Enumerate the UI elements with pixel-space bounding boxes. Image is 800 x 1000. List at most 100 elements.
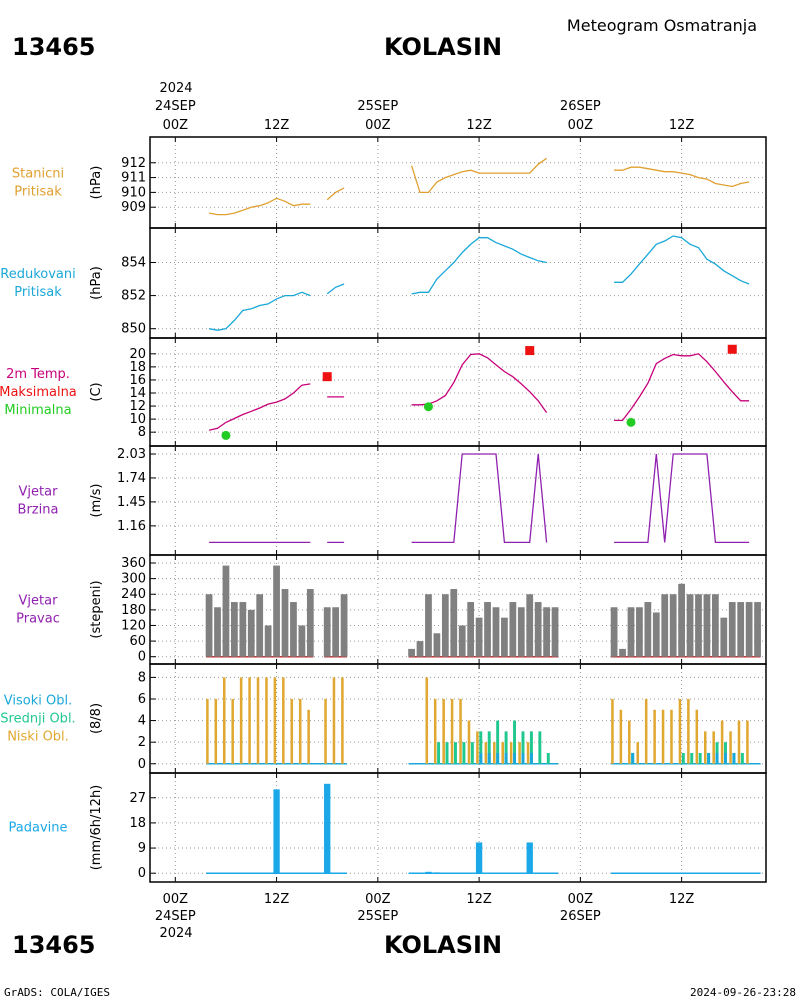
data-bar <box>690 752 694 764</box>
station-name-top: KOLASIN <box>384 33 502 61</box>
top-time-axis: 2024 00Z 24SEP 12Z 00Z 25SEP 12Z 00Z 26SEP 12Z <box>155 81 695 133</box>
data-bar <box>627 607 635 657</box>
data-bar <box>433 633 441 657</box>
data-bar <box>324 783 331 874</box>
panel-label: Padavine <box>9 821 68 836</box>
y-axis-unit-label: (mm/6h/12h) <box>89 785 104 871</box>
max-temp-marker <box>322 372 332 382</box>
y-tick-label: 6 <box>138 692 146 707</box>
data-bar <box>724 752 727 764</box>
data-bar <box>504 752 508 764</box>
panel-label: 2m Temp. <box>6 367 70 382</box>
data-bar <box>281 589 289 657</box>
y-tick-label: 180 <box>121 603 146 618</box>
data-bar <box>628 720 631 764</box>
panel-label: Vjetar <box>19 594 59 609</box>
y-tick-label: 60 <box>129 634 146 649</box>
data-bar <box>323 607 331 657</box>
data-bar <box>631 752 635 764</box>
data-bar <box>698 752 702 764</box>
y-tick-label: 8 <box>138 670 146 685</box>
footer-timestamp: 2024-09-26-23:28 <box>690 986 796 999</box>
data-bar <box>433 872 441 874</box>
panel-label: Brzina <box>18 503 59 518</box>
y-tick-label: 9 <box>138 841 146 856</box>
y-tick-label: 0 <box>138 650 146 665</box>
data-bar <box>526 842 533 874</box>
data-bar <box>239 602 247 657</box>
data-bar <box>534 602 542 657</box>
data-bar <box>509 742 513 764</box>
top-time-tick-label: 12Z <box>264 118 290 133</box>
data-bar <box>214 607 221 657</box>
data-bar <box>529 731 533 764</box>
data-bar <box>619 709 623 764</box>
data-bar <box>636 742 640 764</box>
data-bar <box>450 698 454 764</box>
data-bar <box>546 752 550 764</box>
data-bar <box>307 709 310 764</box>
data-bar <box>521 752 525 764</box>
top-date-label: 24SEP <box>155 99 196 114</box>
station-id-top: 13465 <box>12 33 96 61</box>
data-bar <box>501 742 504 764</box>
data-bar <box>332 607 340 657</box>
min-temp-marker <box>626 417 636 427</box>
data-bar <box>496 752 500 764</box>
data-bar <box>496 720 500 764</box>
series-line <box>614 453 750 544</box>
y-axis-unit-label: (stepeni) <box>89 580 104 638</box>
data-bar <box>282 677 285 764</box>
top-time-tick-label: 00Z <box>163 118 189 133</box>
data-bar <box>669 594 677 657</box>
data-bar <box>737 720 741 764</box>
y-tick-label: 1.45 <box>117 495 146 510</box>
data-bar <box>538 731 542 764</box>
y-tick-label: 911 <box>121 171 146 186</box>
data-bar <box>256 594 264 657</box>
data-bar <box>290 698 294 764</box>
data-bar <box>408 648 415 657</box>
data-bar <box>205 594 213 657</box>
data-bar <box>206 698 209 764</box>
data-bar <box>526 594 534 657</box>
panel-label: Pravac <box>16 612 60 627</box>
bottom-year-label: 2024 <box>159 926 192 941</box>
data-bar <box>324 698 327 764</box>
data-bar <box>298 625 306 657</box>
data-bar <box>487 731 491 764</box>
data-bar <box>720 720 724 764</box>
data-bar <box>493 742 496 764</box>
bottom-date-label: 24SEP <box>155 909 196 924</box>
y-tick-label: 854 <box>121 255 146 270</box>
data-bar <box>475 617 483 657</box>
data-bar <box>611 698 614 764</box>
data-bar <box>711 594 719 657</box>
panel-label: Srednji Obl. <box>0 712 75 727</box>
min-temp-marker <box>221 430 231 440</box>
series-line <box>208 291 311 331</box>
data-bar <box>729 731 732 764</box>
data-bar <box>695 594 702 657</box>
data-bar <box>273 789 280 874</box>
y-axis-unit-label: (8/8) <box>89 703 104 734</box>
top-time-tick-label: 12Z <box>669 118 695 133</box>
data-bar <box>239 677 243 764</box>
panel-label: Vjetar <box>19 485 59 500</box>
bottom-time-tick-label: 12Z <box>669 892 695 907</box>
panel-frame <box>149 227 767 339</box>
data-bar <box>686 594 694 657</box>
data-bar <box>445 742 449 764</box>
meteogram-subtitle: Meteogram Osmatranja <box>567 16 757 35</box>
panel-label: Redukovani <box>0 267 75 282</box>
data-bar <box>687 698 690 764</box>
data-bar <box>492 607 500 657</box>
panel-clouds: 0 2 4 6 8 (8/8) Visoki Obl. Srednji Obl. Niski O… <box>0 663 767 774</box>
max-temp-marker <box>727 344 737 354</box>
y-axis-unit-label: (hPa) <box>89 166 104 200</box>
data-bar <box>442 698 445 764</box>
data-bar <box>529 752 533 764</box>
data-bar <box>487 752 491 764</box>
data-bar <box>222 565 230 657</box>
y-tick-label: 0 <box>138 757 146 772</box>
